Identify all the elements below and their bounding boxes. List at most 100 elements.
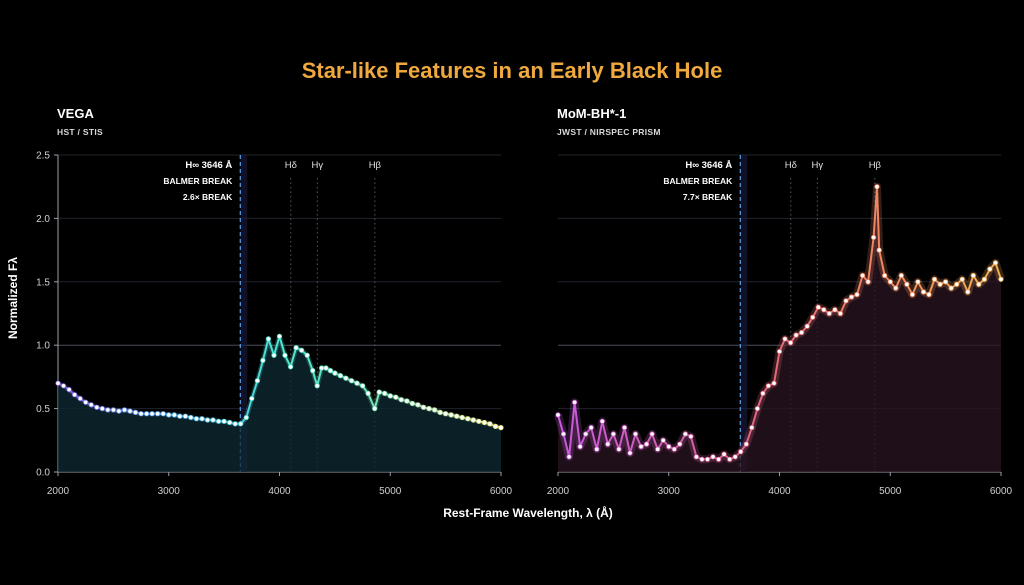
data-point bbox=[566, 454, 572, 460]
data-point bbox=[810, 314, 816, 320]
data-point bbox=[216, 418, 222, 424]
data-point bbox=[920, 289, 927, 295]
data-point bbox=[171, 412, 177, 418]
data-point bbox=[77, 395, 83, 402]
data-point bbox=[431, 407, 438, 413]
data-point bbox=[677, 441, 683, 447]
data-point bbox=[727, 456, 733, 462]
data-point bbox=[599, 418, 605, 424]
data-point bbox=[887, 279, 893, 285]
data-point bbox=[798, 329, 805, 336]
data-point bbox=[721, 451, 727, 457]
data-point bbox=[276, 333, 283, 339]
data-point bbox=[442, 411, 449, 417]
data-point bbox=[848, 294, 855, 300]
data-point bbox=[627, 450, 633, 456]
data-point bbox=[287, 364, 294, 370]
data-point bbox=[732, 454, 738, 460]
data-point bbox=[998, 276, 1004, 282]
data-point bbox=[743, 441, 749, 447]
data-point bbox=[876, 247, 882, 253]
data-point bbox=[293, 345, 299, 351]
data-point bbox=[492, 423, 499, 429]
data-point bbox=[193, 416, 199, 422]
data-point bbox=[959, 276, 965, 282]
data-point bbox=[904, 281, 910, 287]
data-point bbox=[893, 285, 899, 291]
data-point bbox=[882, 272, 888, 279]
data-point bbox=[976, 281, 982, 287]
data-point bbox=[365, 390, 371, 396]
data-point bbox=[965, 289, 971, 295]
data-point bbox=[393, 394, 399, 400]
data-point bbox=[577, 443, 583, 450]
data-point bbox=[437, 409, 443, 415]
balmer-line-label: Hβ bbox=[369, 160, 382, 171]
left-panel-subtitle: HST / STIS bbox=[57, 127, 103, 137]
data-point bbox=[498, 424, 504, 431]
data-point bbox=[60, 383, 67, 389]
data-point bbox=[354, 380, 360, 386]
data-point bbox=[105, 407, 111, 413]
y-tick-label: 0.0 bbox=[36, 468, 50, 479]
data-point bbox=[66, 386, 72, 393]
data-point bbox=[643, 441, 650, 447]
data-point bbox=[409, 400, 415, 407]
data-point bbox=[954, 281, 960, 287]
data-point bbox=[632, 431, 639, 437]
data-point bbox=[465, 416, 471, 422]
data-point bbox=[926, 291, 932, 298]
data-point bbox=[749, 424, 755, 431]
data-point bbox=[138, 411, 144, 417]
data-point bbox=[376, 389, 382, 395]
data-point bbox=[666, 443, 672, 450]
right-panel-title: MoM-BH*-1 bbox=[557, 106, 627, 121]
data-point bbox=[298, 347, 305, 353]
data-point bbox=[638, 443, 644, 450]
balmer-annotation-line: BALMER BREAK bbox=[663, 176, 733, 186]
data-point bbox=[99, 405, 105, 412]
x-axis-label: Rest-Frame Wavelength, λ (Å) bbox=[443, 505, 613, 520]
y-tick-label: 2.0 bbox=[36, 214, 50, 225]
data-point bbox=[804, 323, 810, 329]
data-point bbox=[398, 397, 404, 403]
panel-mom-bh: 2000 3000 4000 5000 6000 H∞ 3646 Å BALMER BREA… bbox=[547, 154, 1013, 497]
data-point bbox=[166, 412, 172, 418]
data-point bbox=[859, 272, 866, 279]
data-point bbox=[110, 407, 117, 413]
data-point bbox=[94, 404, 100, 410]
spectrum-line bbox=[57, 335, 502, 429]
x-tick-label: 6000 bbox=[490, 486, 513, 497]
balmer-line-label: Hδ bbox=[285, 160, 297, 171]
data-point bbox=[127, 408, 133, 414]
data-point bbox=[481, 419, 487, 426]
data-point bbox=[372, 405, 378, 412]
data-point bbox=[765, 383, 772, 389]
data-point bbox=[671, 446, 677, 452]
data-point bbox=[314, 383, 320, 389]
data-point bbox=[909, 291, 916, 298]
balmer-break-band bbox=[240, 155, 248, 472]
data-point bbox=[271, 352, 277, 358]
data-point bbox=[404, 398, 410, 404]
data-point bbox=[655, 446, 661, 452]
data-point bbox=[621, 424, 628, 431]
data-point bbox=[249, 395, 255, 402]
data-point bbox=[470, 417, 476, 423]
y-tick-label: 1.5 bbox=[36, 277, 50, 288]
x-tick-label: 5000 bbox=[879, 486, 902, 497]
data-point bbox=[992, 260, 999, 266]
right-panel-subtitle: JWST / NIRSPEC PRISM bbox=[557, 127, 661, 137]
data-point bbox=[987, 266, 993, 272]
data-point bbox=[332, 370, 338, 376]
data-point bbox=[715, 456, 722, 462]
y-tick-label: 0.5 bbox=[36, 404, 50, 415]
data-point bbox=[571, 399, 578, 405]
data-point bbox=[787, 340, 794, 346]
data-point bbox=[387, 393, 393, 399]
data-point bbox=[821, 307, 827, 313]
data-point bbox=[155, 411, 161, 417]
data-point bbox=[310, 367, 316, 374]
data-point bbox=[476, 418, 482, 424]
balmer-line-label: Hγ bbox=[811, 160, 823, 171]
